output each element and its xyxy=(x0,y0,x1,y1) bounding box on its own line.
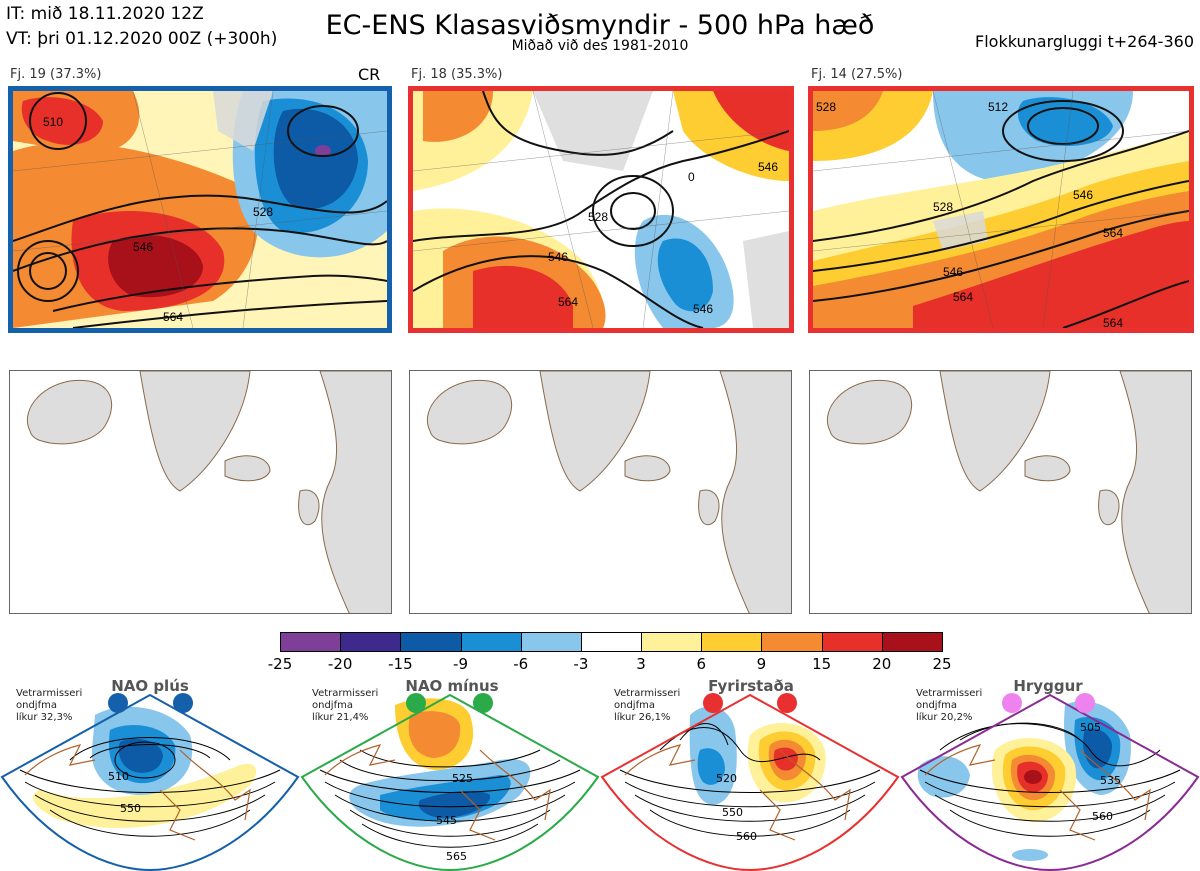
contour-label: 528 xyxy=(253,205,273,219)
colorbar-segment xyxy=(520,632,582,652)
contour-label: 512 xyxy=(988,100,1008,114)
cluster-1-label: Fj. 19 (37.3%) xyxy=(10,67,102,82)
cluster-1-tag: CR xyxy=(358,65,381,84)
regime-4-map: 505 535 560 xyxy=(900,693,1200,871)
regime-3-map: 520 550 560 xyxy=(600,693,900,871)
regime-4-info: Vetrarmisseri ondjfma líkur 20,2% xyxy=(916,688,983,723)
regime-1-dot-2 xyxy=(173,693,193,713)
regime-2-map: 525 545 565 xyxy=(300,693,600,871)
base-map-3 xyxy=(809,370,1192,614)
colorbar-segment xyxy=(701,632,763,652)
contour-label: 564 xyxy=(163,310,183,324)
cluster-2-map: 546 528 0 546 564 546 xyxy=(408,86,794,333)
colorbar-tick-label: 3 xyxy=(636,655,646,673)
contour-label: 528 xyxy=(816,100,836,114)
contour-label: 545 xyxy=(436,814,457,827)
regime-2-dot-2 xyxy=(473,693,493,713)
colorbar-tick-label: 9 xyxy=(756,655,767,673)
colorbar-tick-label: 20 xyxy=(872,655,892,673)
regime-3-dot-1 xyxy=(703,693,723,713)
colorbar-segment xyxy=(761,632,823,652)
colorbar xyxy=(280,632,943,654)
colorbar-segment xyxy=(881,632,943,652)
colorbar-tick-label: 15 xyxy=(812,655,832,673)
page-subtitle: Miðað við des 1981-2010 xyxy=(511,38,689,54)
cluster-3-label: Fj. 14 (27.5%) xyxy=(811,67,903,82)
colorbar-tick-label: -9 xyxy=(453,655,469,673)
colorbar-tick-label: -15 xyxy=(388,655,413,673)
base-map-1 xyxy=(9,370,392,614)
contour-label: 550 xyxy=(120,802,141,815)
contour-label: 510 xyxy=(108,770,129,783)
colorbar-segment xyxy=(340,632,402,652)
contour-label: 550 xyxy=(722,806,743,819)
regime-1-dot-1 xyxy=(108,693,128,713)
base-map-2 xyxy=(409,370,792,614)
contour-label: 546 xyxy=(1073,188,1093,202)
contour-label: 564 xyxy=(1103,316,1123,328)
colorbar-tick-label: 25 xyxy=(932,655,952,673)
contour-label: 546 xyxy=(693,302,713,316)
contour-label: 525 xyxy=(452,772,473,785)
contour-label: 510 xyxy=(43,115,63,129)
regime-3-name: Fyrirstaða xyxy=(708,677,794,695)
colorbar-tick-label: -3 xyxy=(573,655,589,673)
regime-3-info: Vetrarmisseri ondjfma líkur 26,1% xyxy=(614,688,681,723)
classification-window: Flokkunargluggi t+264-360 xyxy=(975,32,1194,51)
contour-label: 546 xyxy=(548,250,568,264)
colorbar-segment xyxy=(460,632,522,652)
colorbar-tick-label: -20 xyxy=(327,655,353,673)
contour-label: 564 xyxy=(953,290,973,304)
page-title: EC-ENS Klasasviðsmyndir - 500 hPa hæð xyxy=(325,10,875,41)
contour-label: 560 xyxy=(1092,810,1113,823)
cluster-2-label: Fj. 18 (35.3%) xyxy=(411,67,503,82)
regime-2-info: Vetrarmisseri ondjfma líkur 21,4% xyxy=(312,688,379,723)
regime-3-dot-2 xyxy=(777,693,797,713)
colorbar-segment xyxy=(821,632,883,652)
contour-label: 528 xyxy=(933,200,953,214)
cluster-1-map: 510 528 546 564 xyxy=(8,86,392,333)
colorbar-labels: -25 -20 -15 -9 -6 -3 3 6 9 15 20 25 xyxy=(268,655,952,675)
regime-4-name: Hryggur xyxy=(1013,677,1083,695)
contour-label: 565 xyxy=(446,850,467,863)
initial-time: IT: mið 18.11.2020 12Z xyxy=(6,4,204,24)
colorbar-tick-label: 6 xyxy=(696,655,707,673)
colorbar-segment xyxy=(580,632,643,652)
cluster-3-map: 528 512 546 564 546 564 564 528 xyxy=(808,86,1194,333)
colorbar-segment xyxy=(641,632,703,652)
contour-label: 546 xyxy=(133,240,153,254)
colorbar-segment xyxy=(280,632,342,652)
regime-1-map: 510 550 xyxy=(0,693,300,871)
regime-1-name: NAO plús xyxy=(111,677,189,695)
contour-label: 505 xyxy=(1080,721,1101,734)
contour-label: 564 xyxy=(1103,226,1123,240)
colorbar-segment xyxy=(400,632,462,652)
contour-label: 564 xyxy=(558,295,578,309)
regime-4-dot-1 xyxy=(1002,693,1022,713)
regime-1-info: Vetrarmisseri ondjfma líkur 32,3% xyxy=(16,688,83,723)
regime-maps: 510 550 525 545 565 xyxy=(0,693,1200,871)
colorbar-tick-label: -25 xyxy=(267,655,293,673)
colorbar-tick-label: -6 xyxy=(513,655,529,673)
regime-4-dot-2 xyxy=(1075,693,1095,713)
contour-label: 528 xyxy=(588,210,608,224)
contour-label: 546 xyxy=(943,265,963,279)
contour-label: 520 xyxy=(716,772,737,785)
valid-time: VT: þri 01.12.2020 00Z (+300h) xyxy=(6,29,278,49)
regime-2-name: NAO mínus xyxy=(405,677,499,695)
contour-label: 560 xyxy=(736,830,757,843)
contour-label: 0 xyxy=(688,170,695,184)
regime-2-dot-1 xyxy=(406,693,426,713)
contour-label: 546 xyxy=(758,160,778,174)
contour-label: 535 xyxy=(1100,774,1121,787)
